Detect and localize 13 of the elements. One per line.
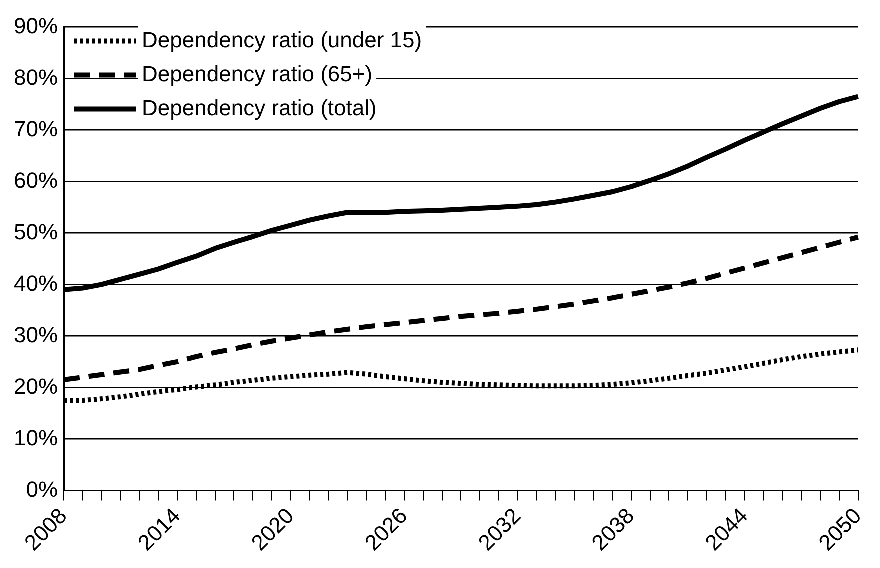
y-tick-label: 30% <box>14 322 58 348</box>
legend-label: Dependency ratio (under 15) <box>142 27 422 52</box>
y-tick-label: 10% <box>14 425 58 450</box>
y-tick-label: 60% <box>14 168 58 193</box>
legend-label: Dependency ratio (65+) <box>142 61 373 86</box>
legend-label: Dependency ratio (total) <box>142 95 377 120</box>
y-tick-label: 40% <box>14 270 58 296</box>
y-tick-label: 50% <box>14 219 58 244</box>
y-tick-label: 70% <box>14 116 58 142</box>
y-tick-label: 90% <box>14 13 58 38</box>
y-tick-label: 80% <box>14 64 58 90</box>
y-tick-label: 20% <box>14 374 58 399</box>
y-tick-label: 0% <box>26 476 58 502</box>
